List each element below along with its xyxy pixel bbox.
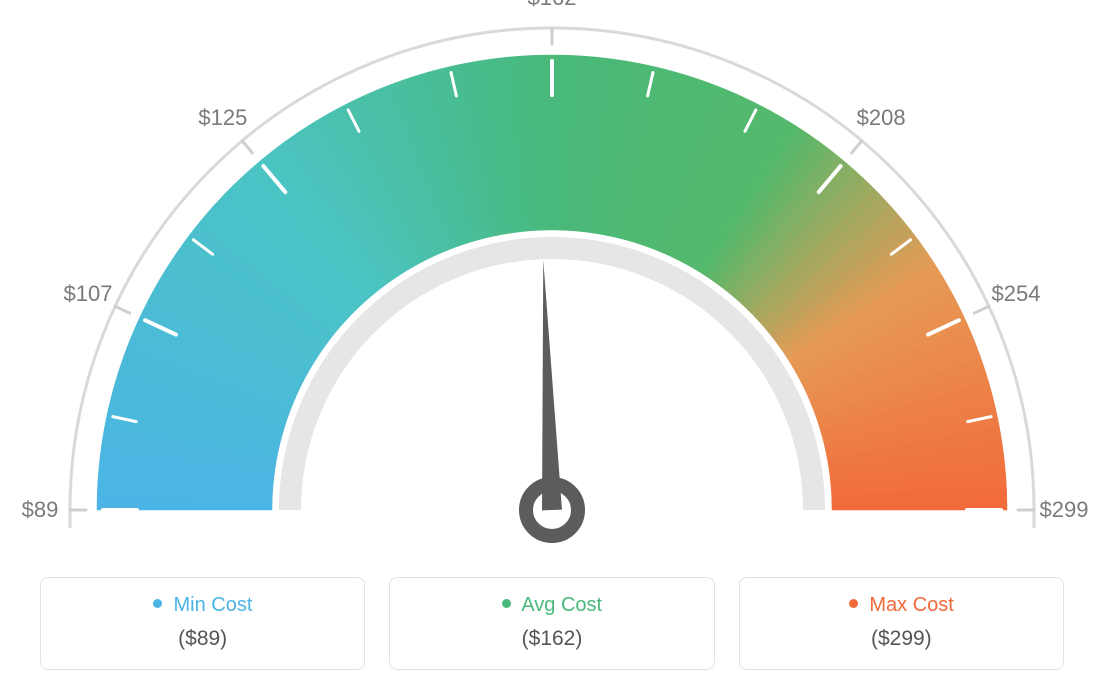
legend-card-avg: Avg Cost ($162) <box>389 577 714 670</box>
scale-label: $162 <box>528 0 577 11</box>
dot-icon-max <box>849 599 858 608</box>
legend-value-max: ($299) <box>750 627 1053 651</box>
scale-label: $208 <box>857 105 906 131</box>
dot-icon-min <box>153 599 162 608</box>
gauge-area: $89 $107 $125 $162 $208 $254 $299 <box>0 0 1104 560</box>
legend-card-min: Min Cost ($89) <box>40 577 365 670</box>
gauge-chart-container: $89 $107 $125 $162 $208 $254 $299 Min Cost ($8… <box>0 0 1104 690</box>
legend-title-avg-text: Avg Cost <box>521 594 602 616</box>
gauge-svg <box>0 0 1104 560</box>
legend-value-avg: ($162) <box>400 627 703 651</box>
legend-card-max: Max Cost ($299) <box>739 577 1064 670</box>
legend-title-max-text: Max Cost <box>869 594 953 616</box>
scale-label: $125 <box>198 105 247 131</box>
legend-title-max: Max Cost <box>750 594 1053 617</box>
legend-value-min: ($89) <box>51 627 354 651</box>
legend-row: Min Cost ($89) Avg Cost ($162) Max Cost … <box>40 577 1064 670</box>
legend-title-min-text: Min Cost <box>173 594 252 616</box>
scale-label: $89 <box>22 497 59 523</box>
scale-label: $299 <box>1040 497 1089 523</box>
legend-title-avg: Avg Cost <box>400 594 703 617</box>
legend-title-min: Min Cost <box>51 594 354 617</box>
dot-icon-avg <box>502 599 511 608</box>
scale-label: $254 <box>992 281 1041 307</box>
scale-label: $107 <box>63 281 112 307</box>
